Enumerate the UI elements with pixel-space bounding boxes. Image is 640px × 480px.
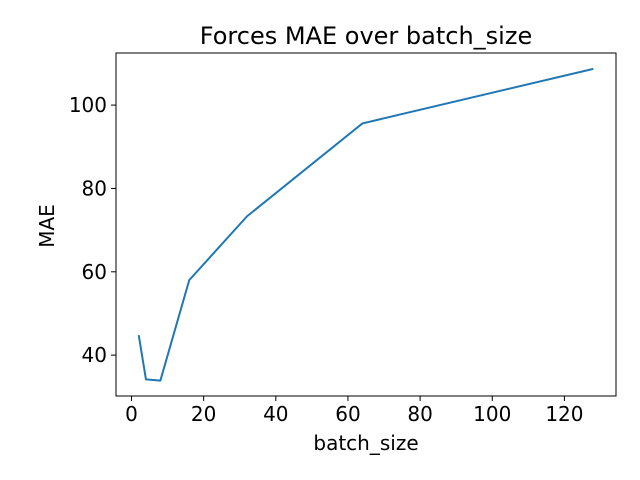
x-axis-ticks: 0 20 40 60 80 100 120	[125, 396, 584, 426]
y-tick-label: 80	[82, 176, 107, 200]
y-tick-label: 40	[82, 343, 107, 367]
x-tick-label: 20	[191, 402, 216, 426]
chart-title: Forces MAE over batch_size	[200, 22, 532, 50]
plot-area	[115, 52, 617, 397]
x-tick-label: 40	[263, 402, 288, 426]
x-tick-label: 120	[545, 402, 583, 426]
y-tick-label: 60	[82, 260, 107, 284]
x-tick-label: 0	[125, 402, 138, 426]
series-group	[137, 67, 594, 382]
y-tick-label: 100	[69, 93, 107, 117]
x-tick-label: 100	[473, 402, 511, 426]
y-axis-ticks: 40 60 80 100	[69, 93, 116, 367]
x-tick-label: 80	[407, 402, 432, 426]
series-line-0	[137, 67, 594, 382]
x-axis-label: batch_size	[313, 431, 418, 455]
x-tick-label: 60	[335, 402, 360, 426]
y-axis-label: MAE	[35, 204, 59, 248]
